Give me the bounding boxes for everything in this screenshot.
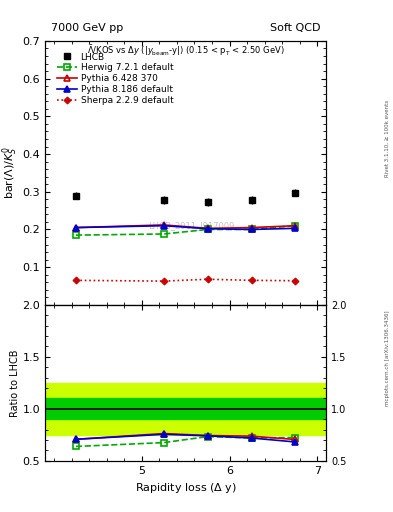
Text: 7000 GeV pp: 7000 GeV pp <box>51 23 123 33</box>
X-axis label: Rapidity loss ($\Delta$ y): Rapidity loss ($\Delta$ y) <box>135 481 237 495</box>
Text: LHCB_2011_I917009: LHCB_2011_I917009 <box>148 221 235 230</box>
Legend: LHCB, Herwig 7.2.1 default, Pythia 6.428 370, Pythia 8.186 default, Sherpa 2.2.9: LHCB, Herwig 7.2.1 default, Pythia 6.428… <box>55 51 175 106</box>
Text: Soft QCD: Soft QCD <box>270 23 321 33</box>
Y-axis label: Ratio to LHCB: Ratio to LHCB <box>10 349 20 417</box>
Bar <box>45 383 326 435</box>
Y-axis label: bar($\Lambda$)/$K^0_S$: bar($\Lambda$)/$K^0_S$ <box>0 146 20 199</box>
Text: Rivet 3.1.10, ≥ 100k events: Rivet 3.1.10, ≥ 100k events <box>385 100 389 177</box>
Text: $\bar{\Lambda}$/KOS vs $\Delta y$ ($|y_{\mathrm{beam}}$-y$|$) (0.15 < p$_{\mathr: $\bar{\Lambda}$/KOS vs $\Delta y$ ($|y_{… <box>87 44 285 58</box>
Text: mcplots.cern.ch [arXiv:1306.3436]: mcplots.cern.ch [arXiv:1306.3436] <box>385 311 389 406</box>
Bar <box>45 398 326 419</box>
